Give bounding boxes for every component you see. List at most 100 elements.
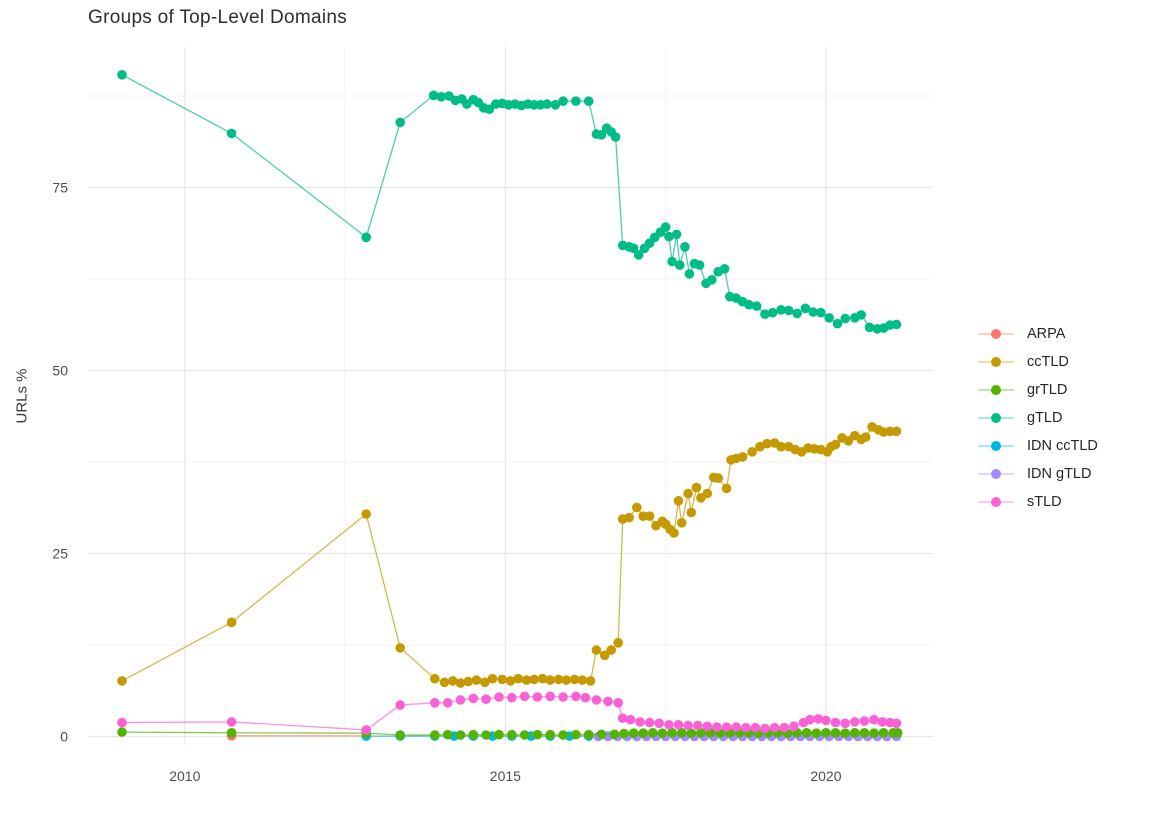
legend-key-gtld-icon xyxy=(978,412,1014,423)
cctld-point xyxy=(891,426,902,437)
stld-point xyxy=(654,718,664,729)
gtld-point xyxy=(428,90,439,101)
cctld-point xyxy=(513,673,523,684)
stld-point xyxy=(558,692,568,702)
cctld-point xyxy=(497,674,508,685)
grtld-point xyxy=(676,728,687,738)
stld-point xyxy=(644,717,655,728)
gtld-point xyxy=(832,318,843,329)
gtld-point xyxy=(680,242,690,252)
gtld-point xyxy=(707,275,717,285)
legend-item-arpa: ARPA xyxy=(977,325,1098,342)
legend-label: gTLD xyxy=(1027,409,1063,426)
gtld-point xyxy=(824,313,834,323)
stld-point xyxy=(760,723,770,734)
cctld-point xyxy=(673,496,684,506)
gtld-point xyxy=(610,132,621,142)
legend-item-stld: sTLD xyxy=(977,493,1098,510)
stld-point xyxy=(789,721,799,732)
stld-point xyxy=(507,692,517,703)
cctld-point xyxy=(448,676,458,686)
cctld-point xyxy=(747,447,757,457)
cctld-point xyxy=(537,673,548,684)
cctld-point xyxy=(606,645,616,655)
x-tick-label-2015: 2015 xyxy=(490,768,521,784)
stld-point xyxy=(741,722,751,733)
cctld-point xyxy=(860,432,871,442)
legend-key-cctld-icon xyxy=(978,356,1014,367)
cctld-point xyxy=(599,650,610,661)
grtld-point xyxy=(494,729,504,740)
grtld-point xyxy=(667,728,677,738)
legend-item-grtld: grTLD xyxy=(977,381,1098,398)
y-tick-label-50: 50 xyxy=(52,363,68,379)
legend-item-cctld: ccTLD xyxy=(977,353,1098,370)
grtld-point xyxy=(117,727,127,737)
gtld-point xyxy=(436,92,447,102)
cctld-point xyxy=(569,674,580,685)
legend: ARPA ccTLD grTLD gTLD IDN ccTLD IDN gTLD sTLD xyxy=(977,325,1098,510)
y-tick-label-75: 75 xyxy=(52,180,68,196)
legend-label: ccTLD xyxy=(1027,353,1069,370)
stld-point xyxy=(532,692,543,702)
legend-item-idn-cctld: IDN ccTLD xyxy=(977,437,1098,454)
grtld-point xyxy=(430,730,440,740)
grtld-point xyxy=(840,728,850,738)
gtld-point xyxy=(633,250,644,260)
grtld-point xyxy=(628,728,639,738)
gtld-point xyxy=(891,319,902,330)
gtld-point xyxy=(760,309,770,320)
stld-point xyxy=(545,691,555,702)
cctld-point xyxy=(361,509,372,519)
cctld-point xyxy=(529,674,539,685)
stld-point xyxy=(692,720,703,731)
gtld-point xyxy=(542,99,552,109)
cctld-point xyxy=(553,674,564,685)
grtld-point xyxy=(830,728,841,738)
cctld-point xyxy=(737,452,748,462)
gtld-point xyxy=(783,305,794,316)
gtld-point xyxy=(671,229,682,240)
stld-point xyxy=(625,714,636,725)
stld-point xyxy=(859,716,870,726)
stld-point xyxy=(430,698,440,708)
grtld-point xyxy=(226,728,237,738)
grtld-point xyxy=(878,728,889,738)
gtld-point xyxy=(816,307,826,318)
stld-point xyxy=(613,698,623,708)
y-tick-label-0: 0 xyxy=(60,729,68,745)
grtld-point xyxy=(545,729,555,740)
x-tick-label-2010: 2010 xyxy=(169,768,200,784)
grtld-point xyxy=(455,730,466,740)
stld-point xyxy=(721,722,732,732)
stld-point xyxy=(712,722,722,732)
cctld-point xyxy=(521,675,532,685)
y-tick-label-25: 25 xyxy=(52,546,68,562)
cctld-point xyxy=(117,676,127,686)
cctld-point xyxy=(669,528,679,538)
stld-point xyxy=(603,696,613,707)
gtld-point xyxy=(684,269,695,279)
stld-point xyxy=(840,718,850,729)
gtld-point xyxy=(550,100,561,110)
gtld-point xyxy=(792,308,802,319)
grtld-point xyxy=(686,728,697,738)
stld-point xyxy=(395,700,406,710)
stld-point xyxy=(571,691,581,702)
legend-item-idn-gtld: IDN gTLD xyxy=(977,465,1098,482)
stld-point xyxy=(635,717,645,727)
legend-key-idn-gtld-icon xyxy=(978,468,1014,479)
cctld-point xyxy=(487,673,498,684)
gtld-point xyxy=(558,96,568,106)
cctld-point xyxy=(591,645,602,655)
cctld-point xyxy=(577,675,588,685)
legend-key-point xyxy=(991,440,1001,451)
stld-point xyxy=(805,714,815,725)
stld-point xyxy=(361,725,372,735)
cctld-point xyxy=(691,482,702,493)
cctld-point xyxy=(721,483,732,494)
gtld-point xyxy=(800,303,811,314)
cctld-point xyxy=(762,438,772,449)
legend-key-point xyxy=(991,468,1001,479)
